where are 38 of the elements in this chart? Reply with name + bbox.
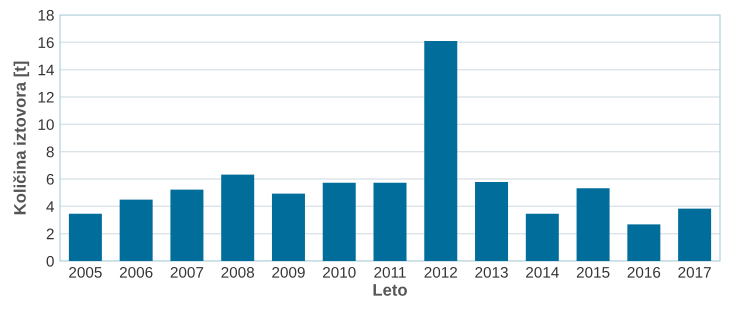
- y-tick-label: 14: [38, 64, 54, 76]
- x-tick-label: 2016: [628, 266, 660, 278]
- x-tick-label: 2007: [170, 266, 204, 278]
- x-tick-label: 2006: [120, 266, 152, 278]
- bar: [627, 224, 660, 261]
- bar: [526, 214, 559, 261]
- x-tick-label: 2011: [374, 266, 406, 278]
- bar: [272, 194, 305, 261]
- y-tick-label: 2: [46, 228, 54, 240]
- y-tick-label: 6: [46, 174, 54, 185]
- x-tick-label: 2005: [69, 266, 102, 278]
- bar: [374, 182, 406, 261]
- bar: [678, 208, 712, 261]
- bar: [576, 188, 610, 261]
- x-tick-label: 2017: [678, 266, 711, 278]
- bar: [424, 40, 458, 261]
- x-axis-title: Leto: [374, 284, 407, 296]
- y-tick-label: 4: [46, 201, 54, 212]
- bar: [170, 190, 204, 261]
- bar: [221, 174, 254, 261]
- x-tick-label: 2012: [424, 266, 457, 278]
- bar: [120, 200, 153, 261]
- x-tick-label: 2014: [526, 266, 559, 278]
- y-tick-label: 18: [38, 10, 54, 21]
- y-tick-label: 12: [38, 92, 54, 103]
- bar: [68, 214, 102, 261]
- x-tick-label: 2015: [576, 266, 610, 278]
- bar: [322, 182, 356, 261]
- y-tick-label: 0: [46, 256, 54, 267]
- x-tick-label: 2010: [323, 266, 356, 278]
- y-tick-label: 16: [38, 37, 54, 48]
- x-tick-label: 2013: [475, 266, 508, 278]
- bar: [475, 182, 508, 261]
- y-tick-label: 10: [38, 119, 54, 130]
- y-tick-label: 8: [46, 146, 54, 158]
- x-tick-label: 2008: [221, 266, 254, 278]
- y-axis-title: Količina iztovora [t]: [13, 62, 30, 214]
- x-tick-label: 2009: [272, 266, 305, 278]
